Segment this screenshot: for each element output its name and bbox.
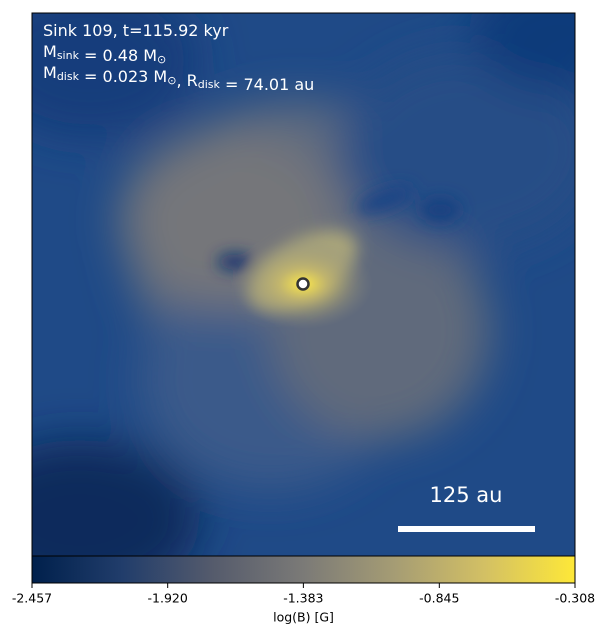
- map: 125 au: [32, 13, 575, 556]
- annotation-subscript: disk: [57, 70, 80, 83]
- annotation: Sink 109, t=115.92 kyr: [43, 21, 229, 40]
- colorbar: [31, 555, 576, 584]
- annotation: Msink = 0.48 M⊙: [43, 42, 166, 67]
- colorbar-tick-label: -2.457: [12, 591, 52, 606]
- annotation-subscript: ⊙: [167, 74, 176, 87]
- colorbar-tick-label: -0.308: [555, 591, 595, 606]
- annotation-text: , R: [176, 71, 197, 90]
- annotation-subscript: sink: [57, 49, 80, 62]
- annotation-subscript: disk: [198, 78, 221, 91]
- colorbar-tick-label: -0.845: [419, 591, 459, 606]
- colorbar-tick-label: -1.383: [283, 591, 323, 606]
- annotation-text: = 74.01 au: [220, 75, 314, 94]
- annotation-text: = 0.023 M: [79, 67, 167, 86]
- annotation-text: M: [43, 42, 57, 61]
- annotation-text: M: [43, 63, 57, 82]
- colorbar-tick-label: -1.920: [148, 591, 188, 606]
- annotation-text: Sink 109, t=115.92 kyr: [43, 21, 229, 40]
- colorbar-label: log(B) [G]: [273, 610, 334, 625]
- annotation-subscript: ⊙: [157, 53, 166, 66]
- annotation: Mdisk = 0.023 M⊙, Rdisk = 74.01 au: [43, 63, 314, 94]
- annotation-text: = 0.48 M: [79, 46, 157, 65]
- scale-bar-label: 125 au: [430, 483, 503, 507]
